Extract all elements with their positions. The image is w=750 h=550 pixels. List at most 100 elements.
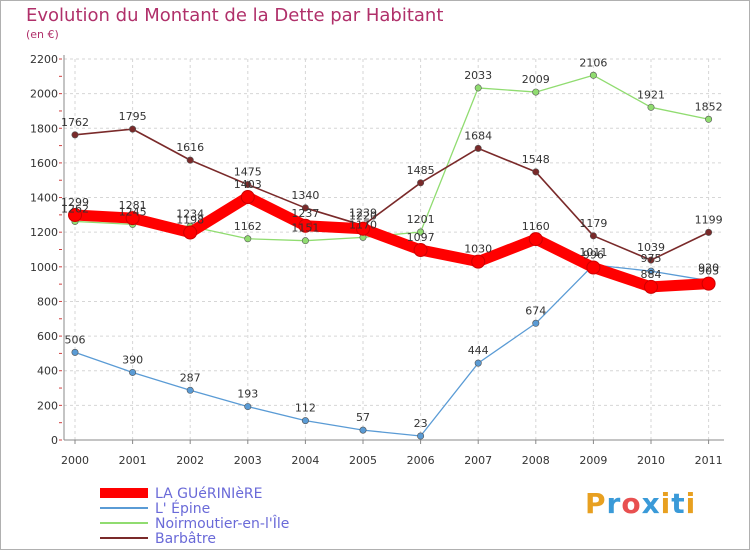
data-label-2: 1245 bbox=[119, 205, 147, 218]
data-label-0: 1237 bbox=[291, 207, 319, 220]
x-tick-label: 2005 bbox=[349, 454, 377, 467]
y-tick-label: 400 bbox=[37, 365, 58, 378]
y-tick-label: 1000 bbox=[30, 261, 58, 274]
series-point-3 bbox=[301, 204, 309, 212]
series-point-1 bbox=[186, 386, 194, 394]
legend-label-2: Noirmoutier-en-l'Île bbox=[155, 514, 289, 532]
data-label-2: 1262 bbox=[61, 202, 89, 215]
series-layer bbox=[68, 71, 716, 440]
logo-letter: i bbox=[685, 487, 697, 520]
series-point-1 bbox=[417, 432, 425, 440]
logo-letter: P bbox=[585, 487, 607, 520]
y-tick-label: 200 bbox=[37, 399, 58, 412]
data-label-2: 1921 bbox=[637, 88, 665, 101]
series-point-3 bbox=[129, 125, 137, 133]
data-label-0: 996 bbox=[583, 249, 604, 262]
data-label-1: 57 bbox=[356, 411, 370, 424]
data-label-1: 674 bbox=[525, 304, 546, 317]
data-label-2: 1162 bbox=[234, 220, 262, 233]
data-label-0: 1299 bbox=[61, 196, 89, 209]
series-point-0 bbox=[644, 279, 658, 294]
data-label-1: 975 bbox=[641, 252, 662, 265]
data-label-2: 1852 bbox=[695, 100, 723, 113]
series-point-0 bbox=[413, 243, 428, 258]
x-tick-label: 2002 bbox=[176, 454, 204, 467]
data-label-2: 2106 bbox=[579, 56, 607, 69]
data-label-1: 920 bbox=[698, 262, 719, 275]
series-line-0 bbox=[69, 191, 715, 293]
series-point-0 bbox=[183, 225, 198, 240]
data-label-0: 884 bbox=[641, 268, 662, 281]
grid-layer bbox=[64, 58, 724, 441]
series-point-3 bbox=[589, 232, 597, 240]
data-label-3: 1795 bbox=[119, 110, 147, 123]
data-label-3: 1199 bbox=[695, 213, 723, 226]
series-point-0 bbox=[471, 254, 486, 269]
series-point-0 bbox=[528, 232, 543, 247]
series-point-1 bbox=[301, 417, 309, 425]
data-label-1: 506 bbox=[65, 333, 86, 346]
data-label-2: 2009 bbox=[522, 73, 550, 86]
x-tick-label: 2006 bbox=[407, 454, 435, 467]
series-point-3 bbox=[244, 181, 252, 189]
series-point-3 bbox=[532, 168, 540, 176]
data-label-1: 287 bbox=[180, 371, 201, 384]
data-label-3: 1179 bbox=[579, 217, 607, 230]
series-point-1 bbox=[359, 426, 367, 434]
x-tick-label: 2000 bbox=[61, 454, 89, 467]
series-point-2 bbox=[647, 103, 655, 111]
y-tick-label: 1200 bbox=[30, 226, 58, 239]
y-tick-label: 1400 bbox=[30, 192, 58, 205]
data-label-0: 1198 bbox=[176, 214, 204, 227]
x-tick-label: 2009 bbox=[579, 454, 607, 467]
data-label-0: 1220 bbox=[349, 210, 377, 223]
data-label-2: 1151 bbox=[291, 222, 319, 235]
y-tick-label: 1800 bbox=[30, 122, 58, 135]
series-point-2 bbox=[417, 228, 425, 236]
series-point-2 bbox=[532, 88, 540, 96]
data-label-0: 1160 bbox=[522, 220, 550, 233]
x-tick-label: 2008 bbox=[522, 454, 550, 467]
series-point-1 bbox=[532, 319, 540, 327]
data-label-3: 1548 bbox=[522, 153, 550, 166]
data-label-2: 1234 bbox=[176, 207, 204, 220]
legend-label-1: L' Épine bbox=[155, 500, 210, 517]
x-tick-label: 2010 bbox=[637, 454, 665, 467]
data-label-3: 1684 bbox=[464, 129, 492, 142]
data-label-3: 1039 bbox=[637, 241, 665, 254]
data-label-0: 1403 bbox=[234, 178, 262, 191]
x-tick-label: 2001 bbox=[119, 454, 147, 467]
series-point-0 bbox=[586, 260, 601, 275]
data-label-1: 112 bbox=[295, 402, 316, 415]
y-tick-label: 600 bbox=[37, 330, 58, 343]
series-point-3 bbox=[647, 256, 655, 264]
data-label-3: 1475 bbox=[234, 166, 262, 179]
series-point-3 bbox=[186, 156, 194, 164]
data-label-1: 1011 bbox=[579, 246, 607, 259]
data-label-1: 23 bbox=[414, 417, 428, 430]
x-tick-label: 2007 bbox=[464, 454, 492, 467]
data-label-1: 390 bbox=[122, 353, 143, 366]
y-tick-label: 2200 bbox=[30, 53, 58, 66]
axis-layer: 0 200 400 600 800 1000 1200 1400 1600 1800 2000 220… bbox=[30, 53, 724, 467]
series-point-1 bbox=[474, 359, 482, 367]
series-point-0 bbox=[68, 208, 82, 223]
logo-letter: t bbox=[671, 487, 686, 520]
data-label-2: 1170 bbox=[349, 218, 377, 231]
x-tick-label: 2003 bbox=[234, 454, 262, 467]
y-tick-label: 0 bbox=[51, 434, 58, 447]
series-point-3 bbox=[417, 179, 425, 187]
data-label-3: 1239 bbox=[349, 206, 377, 219]
data-label-layer: 1299 1281 1198 1403 1237 1220 1097 1030 1160 996 8… bbox=[61, 56, 723, 430]
series-line-1 bbox=[74, 264, 710, 437]
y-tick-label: 1600 bbox=[30, 157, 58, 170]
data-label-3: 1616 bbox=[176, 141, 204, 154]
logo-letter: o bbox=[621, 487, 642, 520]
chart-title: Evolution du Montant de la Dette par Hab… bbox=[26, 5, 444, 26]
series-line-3 bbox=[74, 128, 710, 261]
series-point-0 bbox=[298, 218, 313, 233]
series-point-0 bbox=[125, 211, 140, 226]
data-label-3: 1340 bbox=[291, 189, 319, 202]
series-point-0 bbox=[701, 276, 716, 291]
